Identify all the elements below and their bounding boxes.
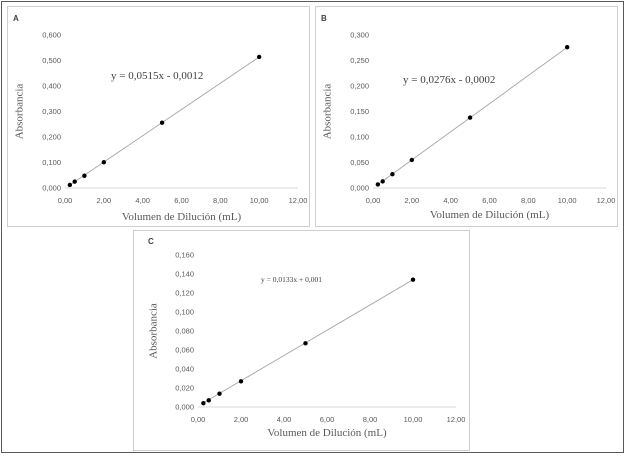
data-point xyxy=(390,172,395,177)
y-tick-label: 0,500 xyxy=(42,56,61,65)
x-tick-label: 12,00 xyxy=(447,415,466,424)
data-point xyxy=(217,391,222,396)
y-axis-title-c: Absorbancia xyxy=(148,303,160,359)
data-point xyxy=(201,401,206,406)
x-tick-label: 8,00 xyxy=(521,196,536,205)
chart-panel-c: C 0,000 0,020 0,040 0,060 0,080 0,100 0,120 0,14… xyxy=(133,230,470,451)
y-axis-title-a: Absorbancia xyxy=(14,84,26,140)
y-tick-label: 0,200 xyxy=(350,82,369,91)
y-tick-label: 0,020 xyxy=(175,384,194,393)
y-tick-label: 0,000 xyxy=(175,403,194,412)
x-tick-label: 0,00 xyxy=(191,415,206,424)
y-tick-label: 0,100 xyxy=(42,158,61,167)
x-tick-label: 8,00 xyxy=(363,415,378,424)
x-tick-label: 4,00 xyxy=(135,196,150,205)
y-tick-label: 0,160 xyxy=(175,251,194,260)
y-tick-label: 0,600 xyxy=(42,31,61,40)
x-tick-label: 8,00 xyxy=(213,196,228,205)
x-tick-label: 12,00 xyxy=(289,196,308,205)
y-tick-label: 0,140 xyxy=(175,270,194,279)
chart-b: B 0,000 0,050 0,100 0,150 0,200 0,250 0,300 0,00… xyxy=(321,14,616,221)
x-tick-label: 0,00 xyxy=(58,196,73,205)
x-axis-title-b: Volumen de Dilución (mL) xyxy=(430,209,550,221)
y-tick-label: 0,080 xyxy=(175,327,194,336)
trendline-c xyxy=(203,279,414,404)
trendline-a xyxy=(69,56,260,186)
trendline-equation-b: y = 0,0276x - 0,0002 xyxy=(403,74,495,86)
x-tick-label: 2,00 xyxy=(234,415,249,424)
y-tick-label: 0,060 xyxy=(175,346,194,355)
data-point xyxy=(238,379,244,384)
data-point xyxy=(206,398,211,403)
data-point xyxy=(467,115,473,120)
y-tick-label: 0,120 xyxy=(175,289,194,298)
data-point xyxy=(564,45,570,50)
y-tick-label: 0,200 xyxy=(42,133,61,142)
data-point xyxy=(67,182,73,188)
chart-c: C 0,000 0,020 0,040 0,060 0,080 0,100 0,120 0,14… xyxy=(148,237,466,439)
chart-a: A 0,000 0,100 0,200 0,300 0,400 0,500 0,600 0,00… xyxy=(13,14,308,223)
y-tick-label: 0,000 xyxy=(350,184,369,193)
y-tick-label: 0,300 xyxy=(42,107,61,116)
y-tick-label: 0,100 xyxy=(175,308,194,317)
data-point xyxy=(159,120,165,125)
x-tick-label: 2,00 xyxy=(97,196,112,205)
data-point xyxy=(409,157,415,163)
x-tick-label: 10,00 xyxy=(250,196,269,205)
panel-label-c: C xyxy=(148,237,154,246)
x-axis-title-a: Volumen de Dilución (mL) xyxy=(122,211,242,223)
x-tick-label: 10,00 xyxy=(404,415,423,424)
trendline-equation-a: y = 0,0515x - 0,0012 xyxy=(111,70,203,82)
x-axis-title-c: Volumen de Dilución (mL) xyxy=(267,427,387,439)
data-point xyxy=(82,173,87,178)
chart-panel-b: B 0,000 0,050 0,100 0,150 0,200 0,250 0,300 0,00… xyxy=(315,6,618,227)
y-axis-title-b: Absorbancia xyxy=(322,84,334,140)
data-point xyxy=(375,182,381,187)
y-tick-label: 0,250 xyxy=(350,56,369,65)
trendline-b xyxy=(377,46,568,185)
x-tick-label: 4,00 xyxy=(277,415,292,424)
panel-label-b: B xyxy=(321,14,327,23)
x-tick-label: 6,00 xyxy=(320,415,335,424)
data-point xyxy=(380,179,385,184)
x-tick-label: 2,00 xyxy=(405,196,420,205)
y-tick-label: 0,150 xyxy=(350,107,369,116)
x-tick-label: 12,00 xyxy=(597,196,616,205)
trendline-equation-c: y = 0,0133x + 0,001 xyxy=(261,275,322,284)
x-tick-label: 4,00 xyxy=(443,196,458,205)
chart-panel-a: A 0,000 0,100 0,200 0,300 0,400 0,500 0,600 0,00… xyxy=(7,6,310,227)
data-point xyxy=(72,179,77,184)
y-tick-label: 0,100 xyxy=(350,133,369,142)
panel-label-a: A xyxy=(13,14,19,23)
x-tick-label: 6,00 xyxy=(174,196,189,205)
data-point xyxy=(410,277,416,282)
y-tick-label: 0,050 xyxy=(350,158,369,167)
y-tick-label: 0,400 xyxy=(42,82,61,91)
y-tick-label: 0,000 xyxy=(42,184,61,193)
y-tick-label: 0,300 xyxy=(350,31,369,40)
x-tick-label: 10,00 xyxy=(558,196,577,205)
data-point xyxy=(256,54,262,60)
data-point xyxy=(101,160,107,165)
data-point xyxy=(303,341,308,346)
x-tick-label: 6,00 xyxy=(482,196,497,205)
x-tick-label: 0,00 xyxy=(366,196,381,205)
y-tick-label: 0,040 xyxy=(175,365,194,374)
